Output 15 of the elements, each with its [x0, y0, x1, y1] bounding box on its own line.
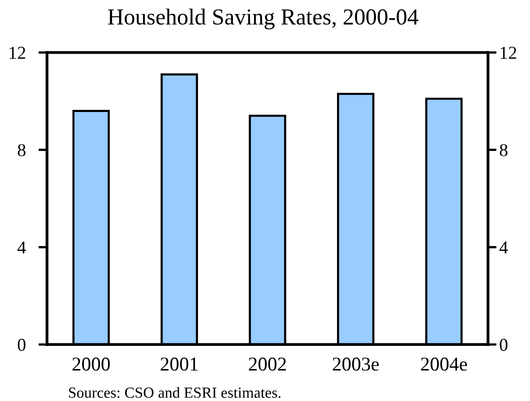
y-tick-label: 4: [17, 242, 26, 254]
x-tick-label: 2001: [160, 358, 198, 371]
y2-tick-label: 12: [500, 46, 516, 59]
y2-tick-label: 8: [500, 144, 508, 156]
source-note: Sources: CSO and ESRI estimates.: [69, 387, 280, 398]
x-tick-label: 2002: [248, 358, 286, 371]
y2-tick-label: 0: [500, 338, 508, 351]
x-tick-label: 2004e: [420, 358, 467, 371]
chart-title: Household Saving Rates, 2000-04: [108, 8, 418, 30]
y-tick-label: 8: [18, 144, 26, 156]
x-tick-label: 2000: [72, 358, 110, 371]
y-tick-label: 0: [18, 338, 26, 351]
x-tick-label: 2003e: [332, 358, 379, 371]
y2-tick-label: 4: [499, 242, 508, 254]
y-tick-label: 12: [10, 46, 26, 59]
